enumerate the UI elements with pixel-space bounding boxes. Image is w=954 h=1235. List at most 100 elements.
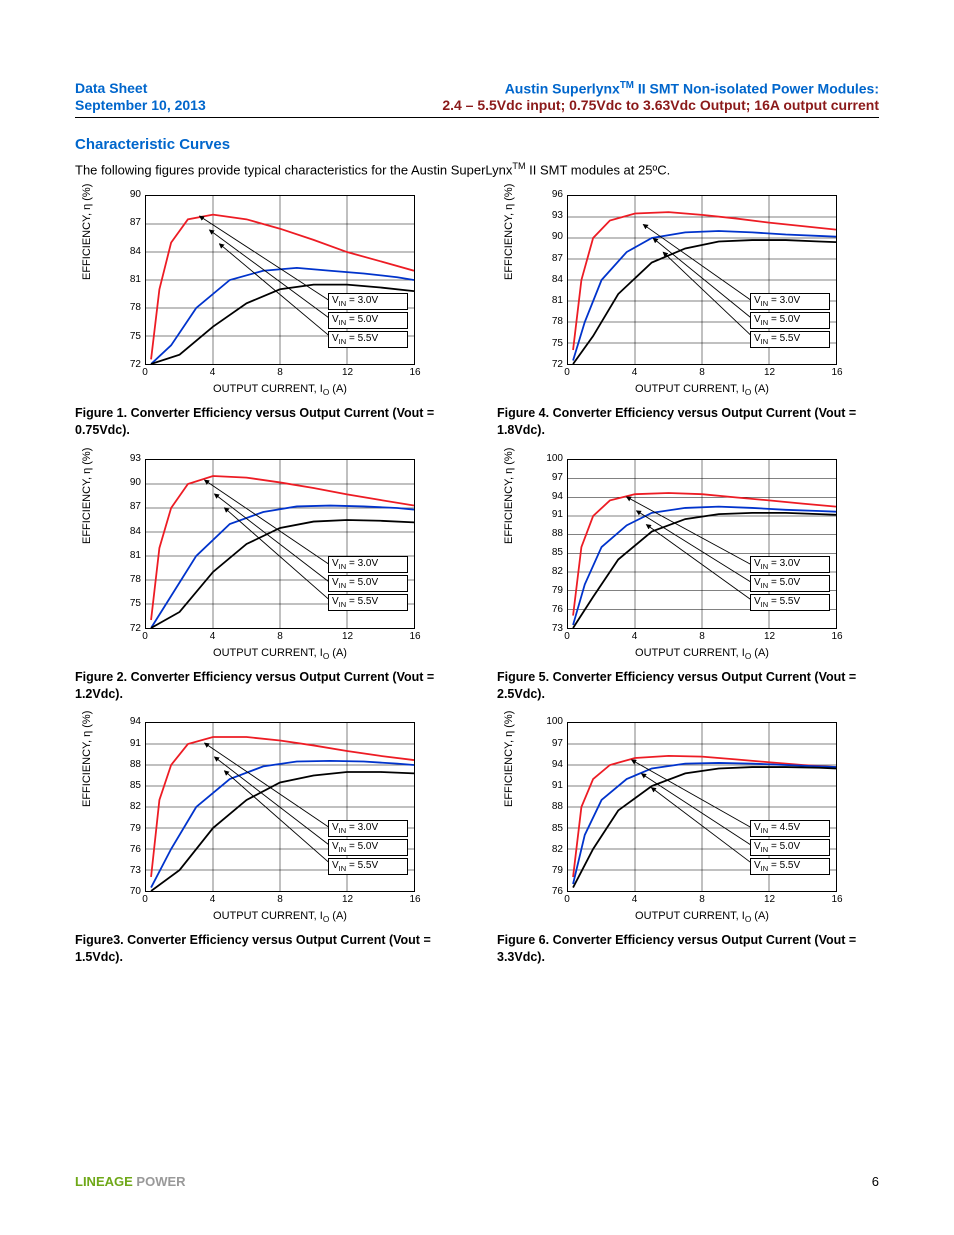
header-datasheet: Data Sheet [75, 80, 147, 97]
y-tick-label: 93 [552, 210, 563, 221]
legend-item: VIN = 3.0V [328, 556, 408, 573]
y-tick-label: 88 [552, 528, 563, 539]
leader-arrow [642, 774, 753, 846]
y-tick-label: 94 [130, 716, 141, 727]
x-tick-label: 16 [831, 894, 842, 905]
x-tick-label: 12 [342, 367, 353, 378]
legend-item: VIN = 5.5V [328, 594, 408, 611]
y-tick-label: 72 [130, 359, 141, 370]
footer-page-number: 6 [872, 1174, 879, 1189]
chart-plot: VIN = 3.0V VIN = 5.0V VIN = 5.5V [145, 459, 415, 629]
charts-grid: EFFICIENCY, η (%)90878481787572VIN = 3.0… [75, 195, 879, 966]
legend-item: VIN = 5.0V [328, 575, 408, 592]
x-tick-label: 16 [831, 631, 842, 642]
leader-arrow [215, 757, 331, 846]
header-title2: 2.4 – 5.5Vdc input; 0.75Vdc to 3.63Vdc O… [442, 97, 879, 113]
x-tick-label: 16 [409, 631, 420, 642]
x-axis-label: OUTPUT CURRENT, IO (A) [145, 647, 415, 661]
figure-caption: Figure 2. Converter Efficiency versus Ou… [75, 669, 457, 703]
x-tick-label: 8 [277, 367, 283, 378]
figure-caption: Figure 1. Converter Efficiency versus Ou… [75, 405, 457, 439]
leader-arrow [663, 252, 752, 337]
chart-plot: VIN = 4.5VVIN = 5.0VVIN = 5.5V [567, 722, 837, 892]
chart-legend: VIN = 3.0V VIN = 5.0V VIN = 5.5V [328, 556, 408, 613]
y-tick-label: 85 [552, 547, 563, 558]
x-axis-label: OUTPUT CURRENT, IO (A) [567, 647, 837, 661]
x-tick-label: 4 [632, 631, 638, 642]
legend-item: VIN = 5.0V [750, 839, 830, 856]
y-tick-label: 94 [552, 491, 563, 502]
page-footer: LINEAGE POWER 6 [75, 1174, 879, 1189]
y-tick-label: 91 [130, 738, 141, 749]
x-tick-label: 8 [277, 894, 283, 905]
chart-plot: VIN = 3.0VVIN = 5.0VVIN = 5.5V [567, 459, 837, 629]
legend-item: VIN = 3.0V [328, 820, 408, 837]
y-tick-label: 72 [130, 623, 141, 634]
x-tick-label: 0 [564, 367, 570, 378]
chart-legend: VIN = 3.0VVIN = 5.0VVIN = 5.5V [328, 820, 408, 877]
y-tick-label: 93 [130, 453, 141, 464]
x-tick-label: 4 [632, 894, 638, 905]
x-tick-label: 12 [342, 631, 353, 642]
figure-caption: Figure 6. Converter Efficiency versus Ou… [497, 932, 879, 966]
section-intro: The following figures provide typical ch… [75, 161, 879, 177]
y-tick-label: 96 [552, 189, 563, 200]
y-tick-label: 76 [552, 886, 563, 897]
y-tick-label: 100 [546, 716, 563, 727]
y-tick-label: 87 [130, 501, 141, 512]
y-axis-label: EFFICIENCY, η (%) [503, 447, 515, 543]
y-tick-label: 81 [130, 274, 141, 285]
x-tick-label: 12 [764, 631, 775, 642]
y-axis-label: EFFICIENCY, η (%) [503, 184, 515, 280]
chart-legend: VIN = 4.5VVIN = 5.0VVIN = 5.5V [750, 820, 830, 877]
y-tick-label: 78 [130, 574, 141, 585]
x-axis-label: OUTPUT CURRENT, IO (A) [567, 383, 837, 397]
legend-item: VIN = 5.5V [328, 331, 408, 348]
x-tick-label: 16 [409, 367, 420, 378]
header-title1: Austin SuperlynxTM II SMT Non-isolated P… [505, 80, 879, 97]
y-tick-label: 84 [552, 274, 563, 285]
chart-plot: VIN = 3.0VVIN = 5.0VVIN = 5.5V [145, 722, 415, 892]
y-tick-label: 82 [130, 801, 141, 812]
leader-arrow [205, 744, 331, 829]
legend-item: VIN = 3.0V [750, 293, 830, 310]
y-tick-label: 87 [130, 217, 141, 228]
y-tick-label: 82 [552, 566, 563, 577]
leader-arrow [637, 511, 753, 583]
y-tick-label: 85 [130, 780, 141, 791]
legend-item: VIN = 5.5V [750, 594, 830, 611]
y-tick-label: 76 [130, 844, 141, 855]
x-tick-label: 0 [564, 631, 570, 642]
chart-legend: VIN = 3.0VVIN = 5.0VVIN = 5.5V [328, 293, 408, 350]
chart-block: EFFICIENCY, η (%)90878481787572VIN = 3.0… [75, 195, 457, 439]
x-tick-label: 8 [699, 631, 705, 642]
chart-legend: VIN = 3.0VVIN = 5.0VVIN = 5.5V [750, 556, 830, 613]
chart-block: EFFICIENCY, η (%)100979491888582797673VI… [497, 459, 879, 703]
chart-block: EFFICIENCY, η (%)1009794918885827976VIN … [497, 722, 879, 966]
figure-caption: Figure 4. Converter Efficiency versus Ou… [497, 405, 879, 439]
y-tick-label: 76 [552, 604, 563, 615]
y-tick-label: 97 [552, 738, 563, 749]
page-header: Data Sheet Austin SuperlynxTM II SMT Non… [75, 80, 879, 118]
leader-arrow [643, 225, 752, 302]
x-tick-label: 8 [277, 631, 283, 642]
y-tick-label: 75 [130, 598, 141, 609]
y-axis-label: EFFICIENCY, η (%) [81, 184, 93, 280]
y-tick-label: 90 [552, 231, 563, 242]
y-tick-label: 84 [130, 526, 141, 537]
x-axis-label: OUTPUT CURRENT, IO (A) [145, 910, 415, 924]
y-tick-label: 94 [552, 759, 563, 770]
leader-arrow [653, 238, 752, 319]
y-tick-label: 97 [552, 472, 563, 483]
y-tick-label: 87 [552, 253, 563, 264]
footer-brand: LINEAGE POWER [75, 1174, 186, 1189]
chart-block: EFFICIENCY, η (%)949188858279767370VIN =… [75, 722, 457, 966]
y-tick-label: 72 [552, 359, 563, 370]
y-tick-label: 79 [130, 823, 141, 834]
y-tick-label: 78 [130, 302, 141, 313]
y-tick-label: 91 [552, 780, 563, 791]
legend-item: VIN = 5.0V [750, 312, 830, 329]
chart-legend: VIN = 3.0VVIN = 5.0VVIN = 5.5V [750, 293, 830, 350]
y-tick-label: 75 [552, 338, 563, 349]
y-tick-label: 73 [130, 865, 141, 876]
